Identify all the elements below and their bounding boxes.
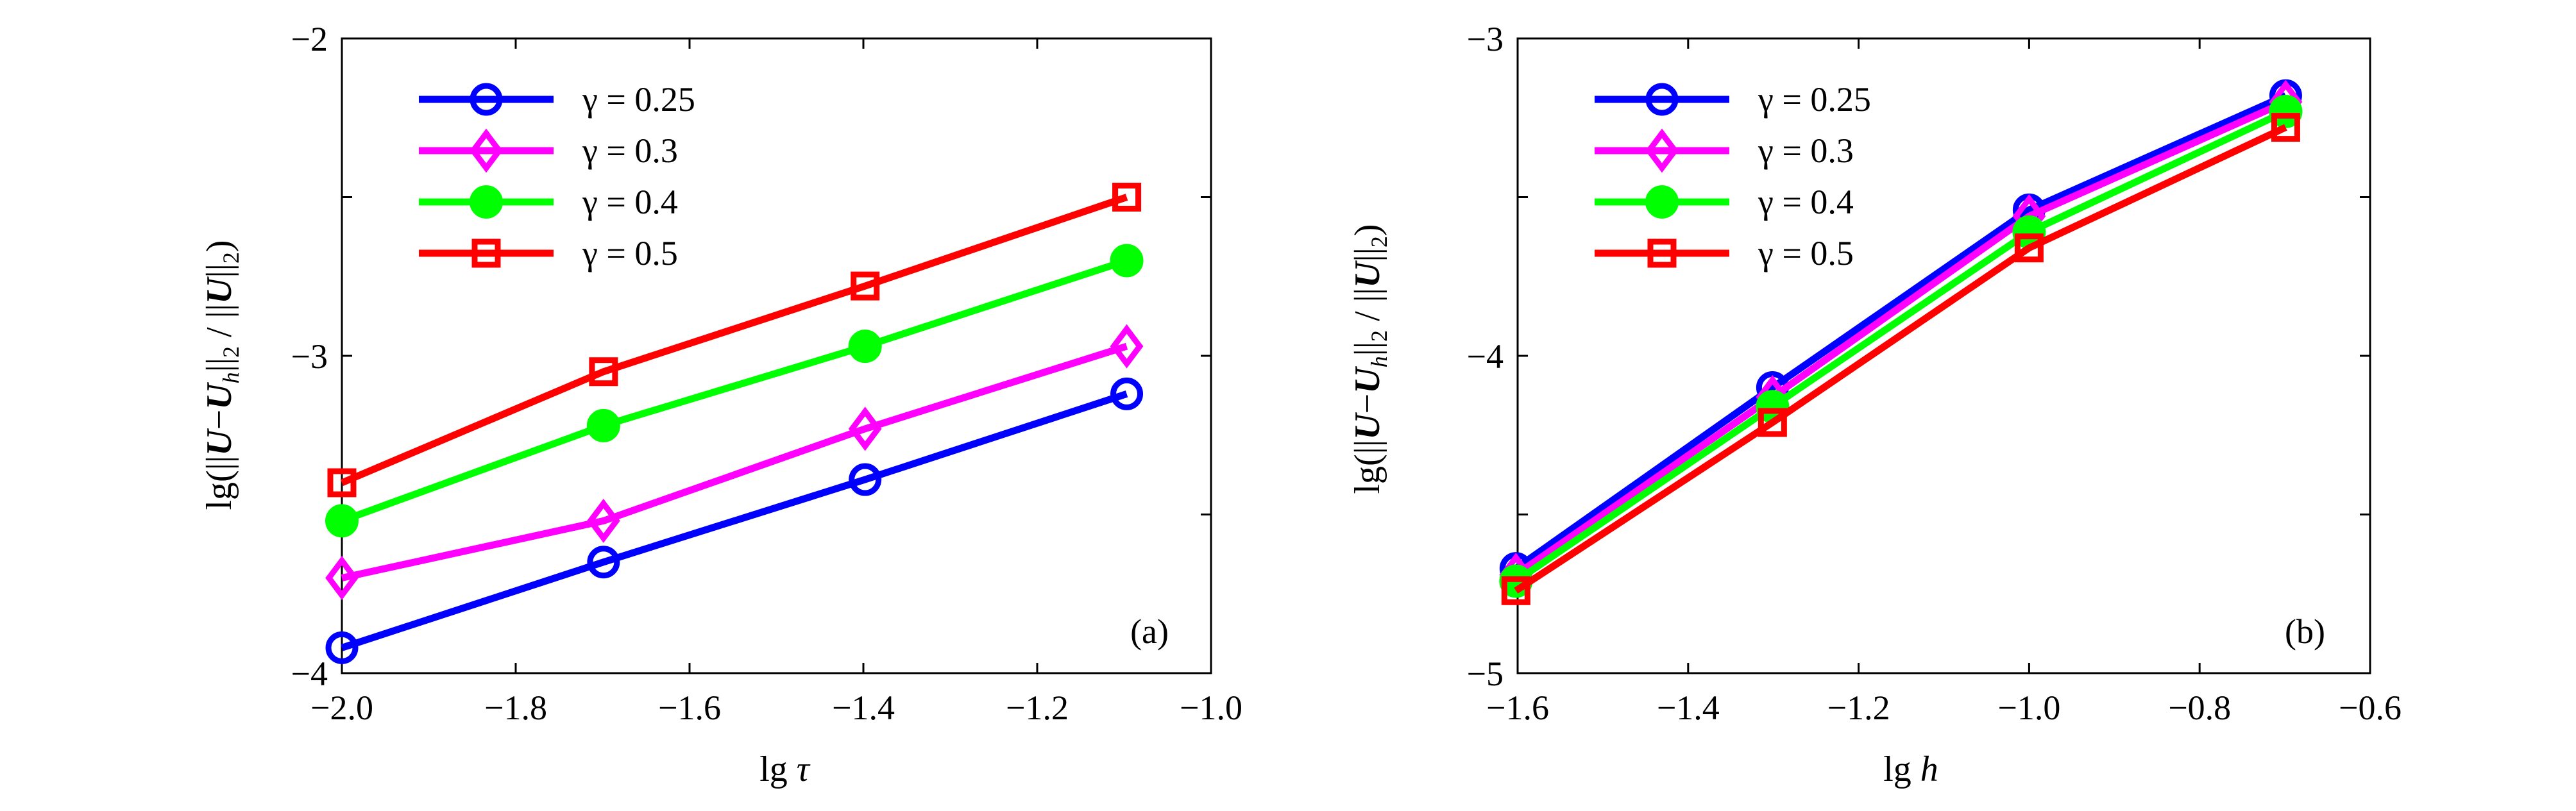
legend-label: γ = 0.4 xyxy=(582,183,678,221)
series-line xyxy=(1514,124,2287,594)
series-line xyxy=(341,257,1128,524)
legend-marker xyxy=(470,128,503,173)
series-line xyxy=(340,194,1128,487)
y-tick-label: −5 xyxy=(1467,655,1504,693)
x-tick-label: −1.2 xyxy=(1006,689,1069,727)
x-tick-label: −0.8 xyxy=(2168,689,2231,727)
data-point xyxy=(2014,233,2044,263)
legend-label: γ = 0.3 xyxy=(582,131,678,170)
data-point xyxy=(586,498,620,543)
legend-marker xyxy=(470,83,503,116)
plot-area-a: −2.0 −1.8 −1.6 −1.4 −1.2 −1.0 −4 −3 −2 γ = 0.25 γ … xyxy=(291,20,1242,727)
data-point xyxy=(1110,377,1144,410)
plot-area-b: −1.6 −1.4 −1.2 −1.0 −0.8 −0.6 −5 −4 −3 γ = 0.25 γ … xyxy=(1467,20,2402,727)
data-point xyxy=(589,357,618,387)
data-point xyxy=(327,468,357,497)
x-tick-label: −1.0 xyxy=(1997,689,2060,727)
data-point xyxy=(325,631,359,664)
x-tick-label: −0.6 xyxy=(2339,689,2402,727)
data-point xyxy=(851,271,880,301)
x-tick-label: −1.0 xyxy=(1180,689,1242,727)
data-point xyxy=(325,504,359,538)
legend-marker xyxy=(1645,83,1679,116)
series-line xyxy=(341,342,1128,581)
data-point xyxy=(848,406,882,451)
series-line xyxy=(1514,92,2287,572)
data-point xyxy=(1112,183,1142,212)
x-tick-label: −1.8 xyxy=(484,689,547,727)
data-point xyxy=(586,408,620,442)
y-tick-label: −3 xyxy=(291,337,328,376)
series-line xyxy=(1514,98,2287,578)
x-tick-label: −2.0 xyxy=(310,689,373,727)
legend-label: γ = 0.4 xyxy=(1758,183,1854,221)
legend-label: γ = 0.25 xyxy=(1758,80,1871,119)
x-tick-label: −1.4 xyxy=(1657,689,1720,727)
data-point xyxy=(1501,576,1530,605)
y-axis-title-b: lg(||U−Uh||2 / ||U||2) xyxy=(1348,224,1392,494)
data-point xyxy=(587,546,620,579)
x-tick-label: −1.4 xyxy=(832,689,895,727)
legend-marker xyxy=(1645,128,1679,173)
legend-label: γ = 0.5 xyxy=(1758,234,1854,272)
legend-marker xyxy=(471,238,501,268)
series-line xyxy=(341,390,1128,651)
data-point xyxy=(848,330,882,364)
y-tick-label: −2 xyxy=(291,20,328,58)
x-tick-label: −1.2 xyxy=(1827,689,1890,727)
panel-b: −1.6 −1.4 −1.2 −1.0 −0.8 −0.6 −5 −4 −3 γ = 0.25 γ … xyxy=(1348,20,2402,789)
data-point xyxy=(1110,324,1144,369)
x-tick-label: −1.6 xyxy=(1486,689,1549,727)
x-tick-label: −1.6 xyxy=(658,689,721,727)
x-axis-title-a: lg τ xyxy=(759,749,811,789)
x-axis-title-b: lg h xyxy=(1883,749,1938,789)
data-point xyxy=(1758,408,1787,437)
data-point xyxy=(325,556,359,600)
legend-label: γ = 0.5 xyxy=(582,234,678,272)
series-line xyxy=(1514,108,2287,584)
data-point xyxy=(2271,113,2300,142)
y-tick-label: −4 xyxy=(291,655,328,693)
y-tick-label: −3 xyxy=(1467,20,1504,58)
legend-label: γ = 0.25 xyxy=(582,80,695,119)
legend-marker xyxy=(1645,185,1679,219)
legend-marker xyxy=(470,185,503,219)
legend-label: γ = 0.3 xyxy=(1758,131,1854,170)
legend-marker xyxy=(1647,238,1677,268)
panel-a: −2.0 −1.8 −1.6 −1.4 −1.2 −1.0 −4 −3 −2 γ = 0.25 γ … xyxy=(199,20,1242,789)
y-axis-title-a: lg(||U−Uh||2 / ||U||2) xyxy=(199,240,244,510)
y-tick-label: −4 xyxy=(1467,337,1504,376)
data-point xyxy=(1110,244,1144,278)
data-point xyxy=(849,463,882,496)
panel-tag-b: (b) xyxy=(2285,612,2325,651)
panel-tag-a: (a) xyxy=(1130,612,1169,651)
plot-frame-a xyxy=(341,37,1212,674)
